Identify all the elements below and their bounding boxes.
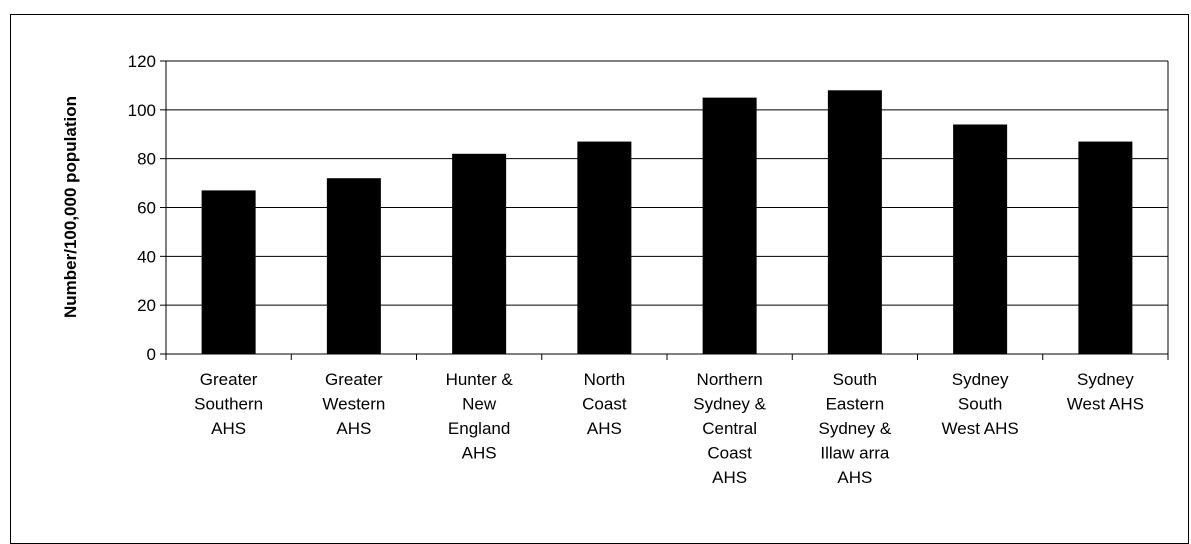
x-tick-label-line: Western: [322, 395, 385, 414]
bar: [577, 141, 632, 354]
y-tick-label: 0: [147, 345, 156, 364]
x-tick-label-line: Greater: [200, 370, 258, 389]
x-tick-label: Greater Southern AHS: [194, 370, 263, 438]
bar: [201, 190, 256, 354]
x-tick-label-line: West AHS: [1067, 395, 1144, 414]
x-tick-label-line: Sydney &: [818, 419, 891, 438]
x-tick-label-line: South: [958, 395, 1002, 414]
x-tick-label-line: AHS: [211, 419, 246, 438]
x-tick-label: North Coast AHS: [582, 370, 627, 438]
bar: [452, 153, 507, 354]
x-tick-label-line: Coast: [582, 395, 627, 414]
x-tick-label-line: AHS: [336, 419, 371, 438]
x-tick-label: Sydney South West AHS: [942, 370, 1019, 438]
y-tick-label: 40: [137, 247, 156, 266]
x-tick-label-line: West AHS: [942, 419, 1019, 438]
y-tick-label: 120: [128, 52, 156, 71]
y-axis-label: Number/100,000 population: [61, 96, 80, 318]
x-tick-label: Northern Sydney & Central Coast AHS: [693, 370, 766, 487]
bar: [1078, 141, 1133, 354]
x-tick-label-line: Sydney: [1077, 370, 1134, 389]
x-tick-label: Greater Western AHS: [322, 370, 385, 438]
x-tick-label-line: North: [584, 370, 626, 389]
x-tick-label-line: Hunter &: [446, 370, 514, 389]
x-tick-label-line: AHS: [587, 419, 622, 438]
axes: [160, 60, 1169, 360]
x-tick-label-line: AHS: [837, 468, 872, 487]
x-tick-label-line: Illaw arra: [820, 444, 890, 463]
x-tick-label: Hunter & New England AHS: [446, 370, 514, 463]
gridlines: [166, 60, 1168, 306]
bar: [326, 178, 381, 354]
y-tick-label: 100: [128, 101, 156, 120]
bar: [827, 90, 882, 355]
bar: [702, 97, 757, 354]
bar: [953, 124, 1008, 354]
x-tick-label: Sydney West AHS: [1067, 370, 1144, 414]
y-tick-labels: 0 20 40 60 80 100 120: [128, 52, 156, 364]
x-tick-label-line: Sydney &: [693, 395, 766, 414]
x-tick-label-line: Southern: [194, 395, 263, 414]
x-tick-label-line: England: [448, 419, 510, 438]
x-tick-label-line: Eastern: [826, 395, 885, 414]
y-tick-label: 60: [137, 199, 156, 218]
x-tick-label-line: AHS: [462, 444, 497, 463]
x-tick-label-line: Sydney: [952, 370, 1009, 389]
x-tick-label-line: AHS: [712, 468, 747, 487]
x-tick-label-line: South: [833, 370, 877, 389]
x-tick-label-line: New: [462, 395, 497, 414]
x-tick-label-line: Northern: [697, 370, 763, 389]
y-tick-label: 20: [137, 296, 156, 315]
x-tick-label-line: Central: [702, 419, 757, 438]
bars: [201, 90, 1133, 355]
x-tick-label-line: Coast: [707, 444, 752, 463]
x-tick-label: South Eastern Sydney & Illaw arra AHS: [818, 370, 891, 487]
y-tick-label: 80: [137, 150, 156, 169]
x-tick-label-line: Greater: [325, 370, 383, 389]
